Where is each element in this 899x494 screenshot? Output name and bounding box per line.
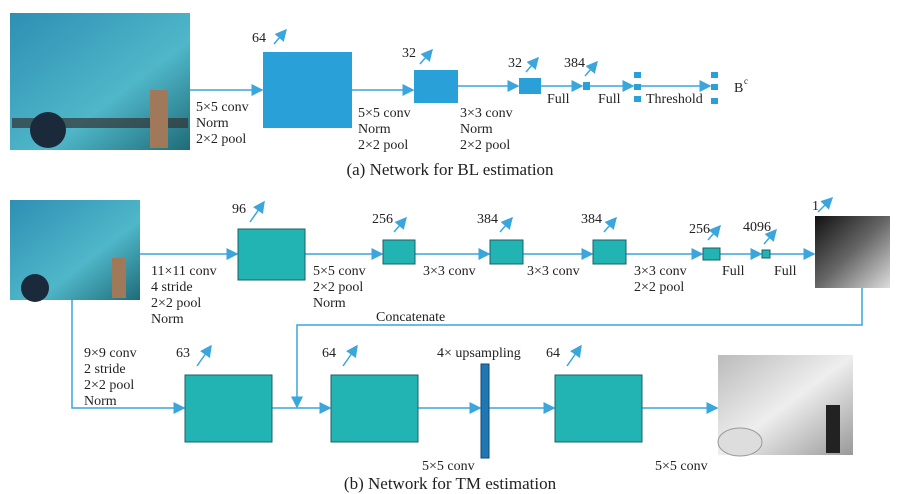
- input-image: [30, 112, 66, 148]
- layer-box: [583, 82, 590, 90]
- operation-label: 3×3 conv: [423, 264, 476, 279]
- output-image: [826, 405, 840, 453]
- operation-label: 2×2 pool: [196, 132, 246, 147]
- channel-label: 64: [546, 346, 560, 361]
- concatenate-label: Concatenate: [376, 310, 445, 325]
- layer-box: [593, 240, 626, 264]
- caption: (b) Network for TM estimation: [344, 474, 557, 493]
- channel-label: 63: [176, 346, 190, 361]
- operation-label: Norm: [313, 296, 346, 311]
- operation-label: Full: [547, 92, 570, 107]
- operation-label: Norm: [151, 312, 184, 327]
- layer-box: [490, 240, 523, 264]
- output-label: B: [734, 81, 743, 96]
- operation-label: 4× upsampling: [437, 346, 521, 361]
- layer-box: [555, 375, 642, 442]
- layer-box: [762, 250, 770, 258]
- caption: (a) Network for BL estimation: [346, 160, 554, 179]
- channel-label: 64: [322, 346, 336, 361]
- diagram: 64 32 32 384 5×5 conv Norm 2×2 pool 5×5 …: [0, 0, 899, 494]
- layer-box: [519, 78, 541, 94]
- operation-label: 5×5 conv: [196, 100, 249, 115]
- layer-box: [185, 375, 272, 442]
- operation-label: 5×5 conv: [422, 459, 475, 474]
- operation-label: 2 stride: [84, 362, 126, 377]
- operation-label: 3×3 conv: [634, 264, 687, 279]
- operation-label: 2×2 pool: [84, 378, 134, 393]
- operation-label: 5×5 conv: [358, 106, 411, 121]
- input-image: [150, 90, 168, 148]
- channel-label: 32: [402, 46, 416, 61]
- layer-box: [414, 70, 458, 103]
- input-image: [21, 274, 49, 302]
- channel-label: 32: [508, 56, 522, 71]
- channel-label: 384: [477, 212, 498, 227]
- upsampling-bar: [481, 364, 489, 458]
- operation-label: Norm: [84, 394, 117, 409]
- channel-label: 1: [812, 199, 819, 214]
- operation-label: 2×2 pool: [634, 280, 684, 295]
- layer-box: [238, 229, 305, 280]
- output-label: c: [744, 76, 748, 86]
- operation-label: Norm: [460, 122, 493, 137]
- operation-label: 5×5 conv: [313, 264, 366, 279]
- operation-label: 3×3 conv: [460, 106, 513, 121]
- operation-label: 2×2 pool: [151, 296, 201, 311]
- layer-box: [263, 52, 352, 128]
- operation-label: Full: [722, 264, 745, 279]
- output-image: [815, 216, 890, 288]
- output-image: [718, 428, 762, 456]
- operation-label: Full: [774, 264, 797, 279]
- channel-label: 64: [252, 31, 266, 46]
- operation-label: 3×3 conv: [527, 264, 580, 279]
- operation-label: 2×2 pool: [313, 280, 363, 295]
- channel-label: 96: [232, 202, 246, 217]
- operation-label: Threshold: [646, 92, 703, 107]
- layer-box: [331, 375, 418, 442]
- channel-label: 384: [581, 212, 602, 227]
- operation-label: 2×2 pool: [460, 138, 510, 153]
- channel-label: 4096: [743, 220, 771, 235]
- channel-label: 256: [689, 222, 710, 237]
- channel-label: 256: [372, 212, 393, 227]
- input-image: [112, 258, 126, 298]
- operation-label: 5×5 conv: [655, 459, 708, 474]
- operation-label: 2×2 pool: [358, 138, 408, 153]
- operation-label: Norm: [358, 122, 391, 137]
- layer-box: [703, 248, 720, 260]
- operation-label: Norm: [196, 116, 229, 131]
- layer-box: [383, 240, 415, 264]
- channel-label: 384: [564, 56, 585, 71]
- operation-label: 11×11 conv: [151, 264, 217, 279]
- operation-label: 4 stride: [151, 280, 193, 295]
- operation-label: Full: [598, 92, 621, 107]
- operation-label: 9×9 conv: [84, 346, 137, 361]
